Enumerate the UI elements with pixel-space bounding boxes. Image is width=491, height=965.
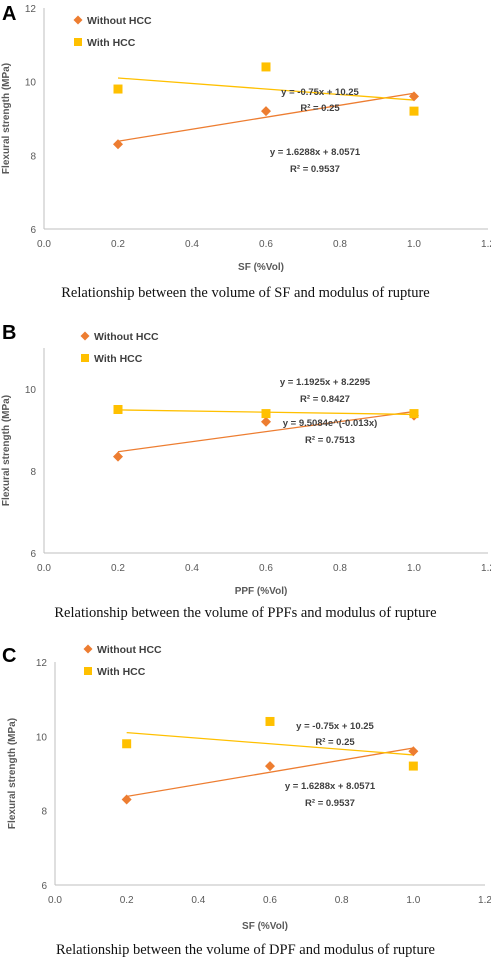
legend-label: With HCC [87,37,136,49]
x-tick-label: 0.4 [185,239,199,250]
x-tick-label: 0.8 [333,239,347,250]
chart-c-plot: C 0.0 0.2 0.4 0.6 0.8 1.0 1.2 6 8 10 12 SF (%Vol) Fle… [2,644,491,932]
trendline-equation: y = 1.6288x + 8.0571 [285,781,376,792]
chart-panel-c: C 0.0 0.2 0.4 0.6 0.8 1.0 1.2 6 8 10 12 SF (%Vol) Fle… [0,640,491,965]
trendline-r-squared: R² = 0.25 [315,737,355,748]
chart-panel-a: A 0.0 0.2 0.4 0.6 0.8 1.0 1.2 6 8 10 12 SF (%Vol) Fle… [0,0,491,310]
x-axis-title: SF (%Vol) [242,921,288,932]
x-tick-label: 0.0 [37,239,51,250]
data-point-with-hcc [113,405,123,414]
data-point-with-hcc [409,409,419,419]
trendline-equation: y = -0.75x + 10.25 [296,721,374,732]
x-tick-label: 0.6 [263,895,277,906]
legend-label: Without HCC [87,15,152,27]
data-point-without-hcc [121,794,132,805]
data-point-without-hcc [261,416,271,427]
x-tick-label: 1.2 [481,239,491,250]
data-point-without-hcc [113,139,123,150]
x-tick-label: 0.4 [185,563,199,574]
data-point-without-hcc [113,451,123,462]
trendline-without-hcc [117,92,415,142]
chart-panel-b: B 0.0 0.2 0.4 0.6 0.8 1.0 1.2 6 8 10 PPF (%Vol) Flex… [0,318,491,628]
chart-a-caption: Relationship between the volume of SF an… [61,285,430,301]
legend-marker-without-hcc [83,644,93,654]
legend-marker-with-hcc [84,667,92,675]
y-axis-title: Flexural strength (MPa) [7,718,18,829]
x-axis-title: PPF (%Vol) [235,586,288,597]
data-point-without-hcc [409,91,419,102]
trendline-r-squared: R² = 0.9537 [305,798,355,809]
x-tick-label: 0.2 [111,563,125,574]
trendline-equation: y = 9.5084e^(-0.013x) [283,418,378,429]
y-axis-title: Flexural strength (MPa) [1,63,12,174]
y-tick-label: 12 [25,4,37,15]
trendline-r-squared: R² = 0.8427 [300,394,350,405]
data-point-without-hcc [261,106,271,117]
y-tick-label: 8 [30,151,36,162]
x-tick-label: 0.4 [191,895,205,906]
x-tick-label: 0.0 [37,563,51,574]
data-point-with-hcc [113,84,123,94]
y-tick-label: 10 [25,385,37,396]
y-tick-label: 10 [36,732,48,743]
x-tick-label: 0.8 [333,563,347,574]
data-point-with-hcc [261,409,271,419]
legend-marker-without-hcc [73,15,83,25]
data-point-without-hcc [265,761,275,772]
chart-b-plot: B 0.0 0.2 0.4 0.6 0.8 1.0 1.2 6 8 10 PPF (%Vol) Flex… [1,322,491,597]
y-tick-label: 12 [36,658,48,669]
panel-label: A [2,3,16,25]
x-tick-label: 1.2 [481,563,491,574]
trendline-with-hcc [117,77,415,101]
x-tick-label: 1.0 [407,563,421,574]
x-tick-label: 0.2 [111,239,125,250]
x-tick-label: 0.6 [259,239,273,250]
trendline-r-squared: R² = 0.25 [300,103,340,114]
legend-label: Without HCC [94,331,159,343]
trendline-r-squared: R² = 0.9537 [290,164,340,175]
panel-label: B [2,322,16,344]
y-tick-label: 6 [30,225,36,236]
data-point-with-hcc [122,739,132,749]
data-point-with-hcc [409,106,419,116]
y-tick-label: 8 [41,807,47,818]
trendline-equation: y = 1.1925x + 8.2295 [280,377,371,388]
x-tick-label: 0.2 [120,895,134,906]
panel-label: C [2,645,16,667]
y-tick-label: 6 [41,881,47,892]
trendline-equation: y = -0.75x + 10.25 [281,87,359,98]
x-tick-label: 0.0 [48,895,62,906]
trendline-r-squared: R² = 0.7513 [305,435,355,446]
legend-marker-with-hcc [81,354,89,362]
trendline-without-hcc [117,410,415,453]
y-tick-label: 10 [25,78,37,89]
trendline-with-hcc [126,731,414,756]
x-tick-label: 1.2 [478,895,491,906]
x-tick-label: 1.0 [406,895,420,906]
x-tick-label: 1.0 [407,239,421,250]
legend-label: Without HCC [97,644,162,656]
y-tick-label: 6 [30,549,36,560]
trendline-without-hcc [126,747,414,798]
data-point-without-hcc [408,746,419,757]
x-tick-label: 0.6 [259,563,273,574]
legend-label: With HCC [94,353,143,365]
y-tick-label: 8 [30,467,36,478]
data-point-with-hcc [408,761,418,771]
chart-c-caption: Relationship between the volume of DPF a… [56,942,435,958]
chart-b-caption: Relationship between the volume of PPFs … [54,605,437,621]
data-point-with-hcc [261,62,271,72]
x-tick-label: 0.8 [335,895,349,906]
legend-marker-without-hcc [80,331,90,341]
legend-marker-with-hcc [74,38,82,46]
data-point-with-hcc [265,716,275,726]
y-axis-title: Flexural strength (MPa) [1,395,12,506]
trendline-equation: y = 1.6288x + 8.0571 [270,147,361,158]
legend-label: With HCC [97,666,146,678]
chart-a-plot: A 0.0 0.2 0.4 0.6 0.8 1.0 1.2 6 8 10 12 SF (%Vol) Fle… [1,3,491,273]
x-axis-title: SF (%Vol) [238,262,284,273]
